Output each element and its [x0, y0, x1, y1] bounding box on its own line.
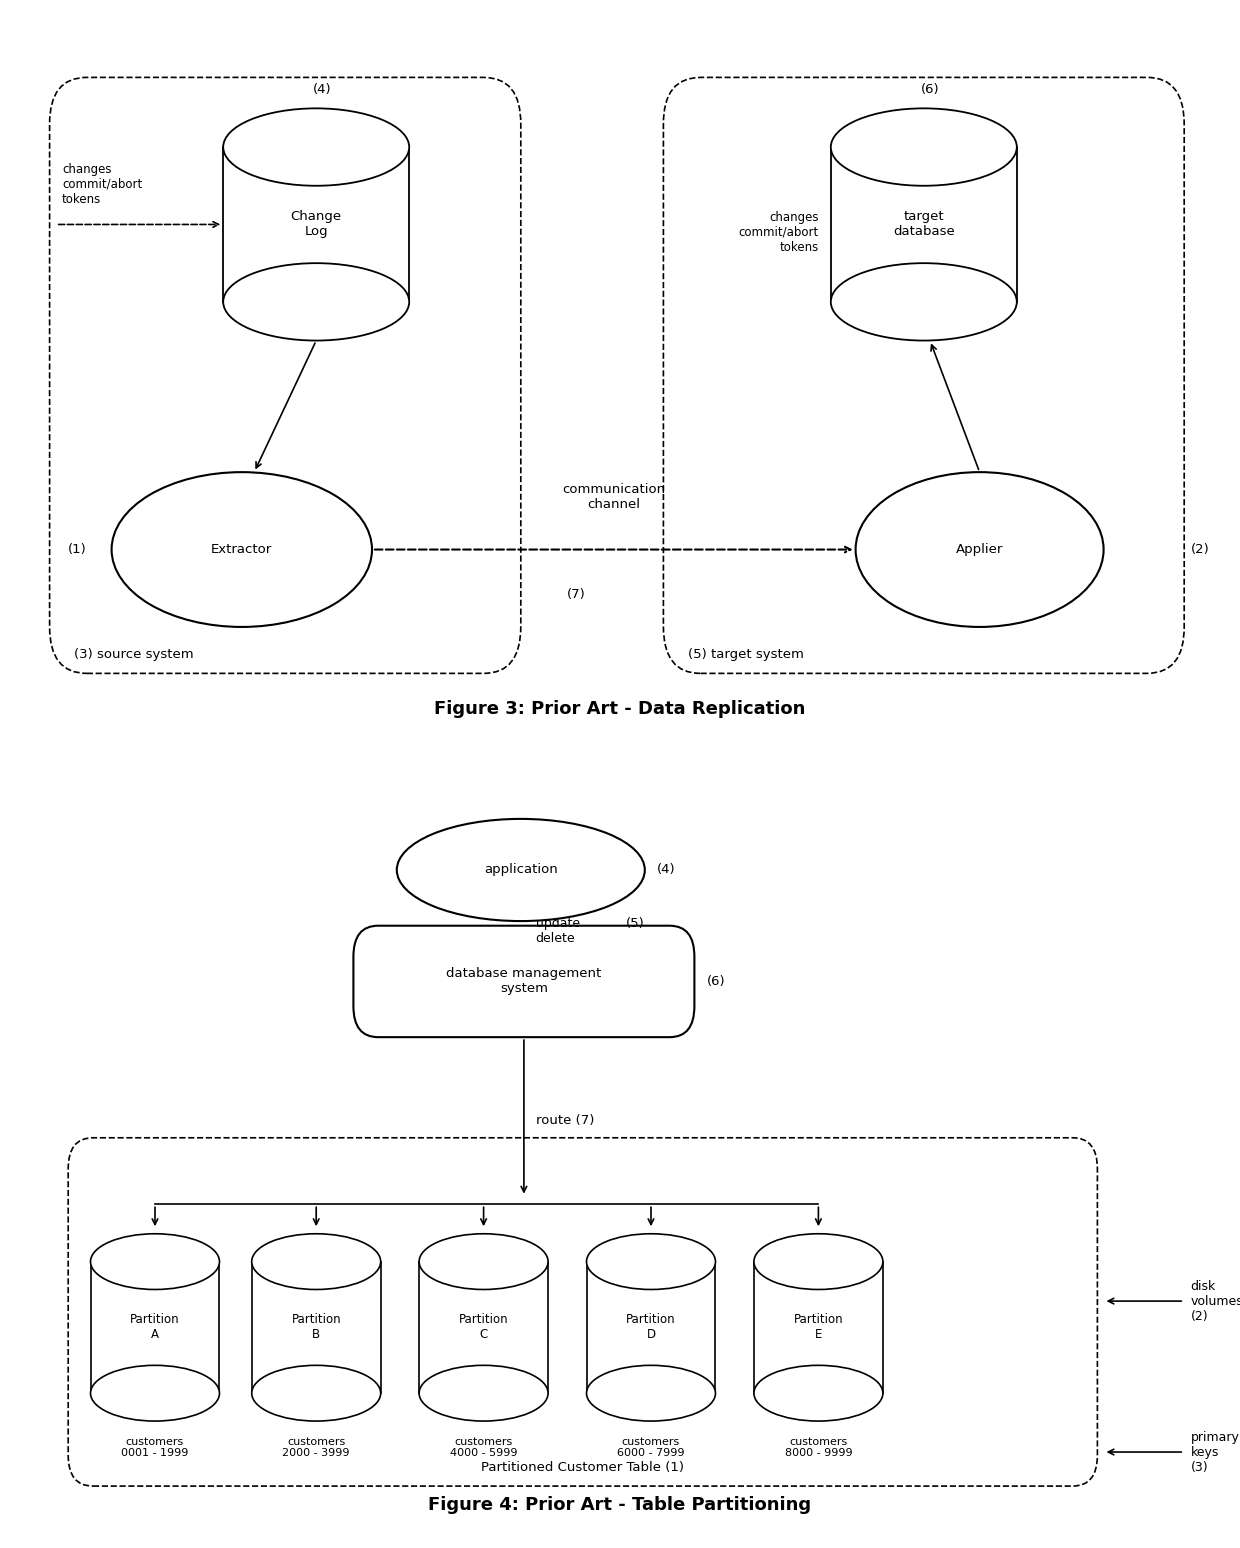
- Text: Partition
C: Partition C: [459, 1313, 508, 1342]
- Ellipse shape: [252, 1234, 381, 1289]
- Text: (5) target system: (5) target system: [688, 649, 804, 661]
- Ellipse shape: [754, 1365, 883, 1421]
- Text: communication
channel: communication channel: [562, 483, 666, 511]
- Text: customers
4000 - 5999: customers 4000 - 5999: [450, 1437, 517, 1458]
- FancyBboxPatch shape: [50, 77, 521, 673]
- Text: Figure 4: Prior Art - Table Partitioning: Figure 4: Prior Art - Table Partitioning: [429, 1495, 811, 1514]
- Text: Partition
D: Partition D: [626, 1313, 676, 1342]
- Text: customers
2000 - 3999: customers 2000 - 3999: [283, 1437, 350, 1458]
- Text: (7): (7): [567, 588, 587, 601]
- FancyBboxPatch shape: [587, 1262, 715, 1393]
- Text: database management
system: database management system: [446, 968, 601, 995]
- Ellipse shape: [91, 1365, 219, 1421]
- FancyBboxPatch shape: [252, 1262, 381, 1393]
- Text: Partition
B: Partition B: [291, 1313, 341, 1342]
- Text: disk
volumes
(2): disk volumes (2): [1190, 1280, 1240, 1322]
- Ellipse shape: [831, 108, 1017, 186]
- Ellipse shape: [587, 1234, 715, 1289]
- FancyBboxPatch shape: [223, 147, 409, 302]
- Text: read
insert
update
delete: read insert update delete: [536, 887, 580, 944]
- Ellipse shape: [252, 1365, 381, 1421]
- Text: (3) source system: (3) source system: [74, 649, 193, 661]
- Ellipse shape: [754, 1234, 883, 1289]
- Text: changes
commit/abort
tokens: changes commit/abort tokens: [738, 211, 818, 254]
- Text: (4): (4): [657, 864, 676, 876]
- Text: Extractor: Extractor: [211, 543, 273, 556]
- FancyBboxPatch shape: [91, 1262, 219, 1393]
- FancyBboxPatch shape: [353, 926, 694, 1037]
- Text: Figure 3: Prior Art - Data Replication: Figure 3: Prior Art - Data Replication: [434, 700, 806, 718]
- FancyBboxPatch shape: [419, 1262, 548, 1393]
- Text: customers
6000 - 7999: customers 6000 - 7999: [618, 1437, 684, 1458]
- Text: Applier: Applier: [956, 543, 1003, 556]
- Text: (2): (2): [1190, 543, 1209, 556]
- FancyBboxPatch shape: [68, 1138, 1097, 1486]
- Ellipse shape: [587, 1365, 715, 1421]
- Text: (1): (1): [68, 543, 87, 556]
- FancyBboxPatch shape: [754, 1262, 883, 1393]
- Ellipse shape: [419, 1365, 548, 1421]
- Ellipse shape: [397, 819, 645, 921]
- Text: Partition
A: Partition A: [130, 1313, 180, 1342]
- Text: (4): (4): [312, 84, 332, 96]
- Text: Partitioned Customer Table (1): Partitioned Customer Table (1): [481, 1461, 684, 1474]
- Ellipse shape: [831, 263, 1017, 341]
- Text: changes
commit/abort
tokens: changes commit/abort tokens: [62, 163, 143, 206]
- Text: application: application: [484, 864, 558, 876]
- Text: target
database: target database: [893, 211, 955, 238]
- Ellipse shape: [112, 472, 372, 627]
- Text: customers
0001 - 1999: customers 0001 - 1999: [122, 1437, 188, 1458]
- FancyBboxPatch shape: [831, 147, 1017, 302]
- Text: (6): (6): [707, 975, 725, 988]
- Text: Change
Log: Change Log: [290, 211, 342, 238]
- Ellipse shape: [419, 1234, 548, 1289]
- Text: (5): (5): [626, 916, 645, 930]
- Text: primary
keys
(3): primary keys (3): [1190, 1430, 1239, 1474]
- Ellipse shape: [223, 108, 409, 186]
- FancyBboxPatch shape: [663, 77, 1184, 673]
- Text: Partition
E: Partition E: [794, 1313, 843, 1342]
- Ellipse shape: [91, 1234, 219, 1289]
- Text: (6): (6): [920, 84, 940, 96]
- Text: route (7): route (7): [536, 1115, 595, 1127]
- Ellipse shape: [856, 472, 1104, 627]
- Text: customers
8000 - 9999: customers 8000 - 9999: [785, 1437, 852, 1458]
- Ellipse shape: [223, 263, 409, 341]
